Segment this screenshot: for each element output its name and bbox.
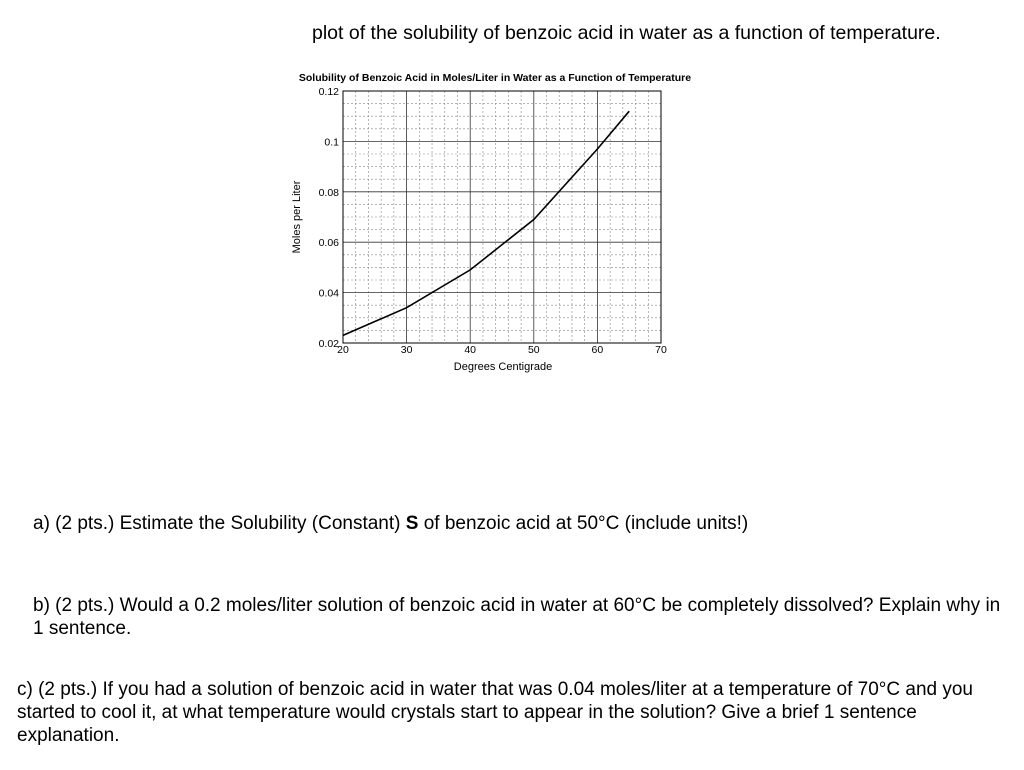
y-tick-label: 0.04 <box>319 288 340 300</box>
question-a-bold: S <box>405 513 419 534</box>
question-a-suffix: of benzoic acid at 50°C (include units!) <box>418 513 749 534</box>
intro-text: plot of the solubility of benzoic acid i… <box>312 22 941 44</box>
y-tick-label: 0.08 <box>319 187 340 199</box>
minor-grid <box>343 91 661 343</box>
plot-frame <box>342 90 662 344</box>
question-c: c) (2 pts.) If you had a solution of ben… <box>17 679 973 746</box>
major-grid <box>342 90 662 344</box>
question-b: b) (2 pts.) Would a 0.2 moles/liter solu… <box>33 595 1001 639</box>
y-axis-label: Moles per Liter <box>291 180 303 253</box>
y-tick-label: 0.06 <box>319 237 340 249</box>
solubility-curve <box>342 110 630 337</box>
question-a: a) (2 pts.) Estimate the Solubility (Con… <box>33 512 748 535</box>
x-tick-labels: 20 30 40 50 60 70 <box>337 344 667 356</box>
x-tick-label: 40 <box>464 344 476 356</box>
y-tick-label: 0.02 <box>319 338 340 350</box>
y-tick-label: 0.1 <box>324 136 339 148</box>
x-tick-label: 50 <box>528 344 540 356</box>
x-tick-label: 70 <box>655 344 667 356</box>
x-axis-label: Degrees Centigrade <box>454 361 552 373</box>
chart-title: Solubility of Benzoic Acid in Moles/Lite… <box>299 72 691 84</box>
question-a-prefix: a) (2 pts.) Estimate the Solubility (Con… <box>33 513 406 534</box>
x-tick-label: 60 <box>592 344 604 356</box>
y-tick-labels: 0.02 0.04 0.06 0.08 0.1 0.12 <box>319 86 340 350</box>
solubility-chart: Solubility of Benzoic Acid in Moles/Lite… <box>291 72 691 373</box>
y-tick-label: 0.12 <box>319 86 340 98</box>
x-tick-label: 30 <box>401 344 413 356</box>
x-tick-label: 20 <box>337 344 349 356</box>
